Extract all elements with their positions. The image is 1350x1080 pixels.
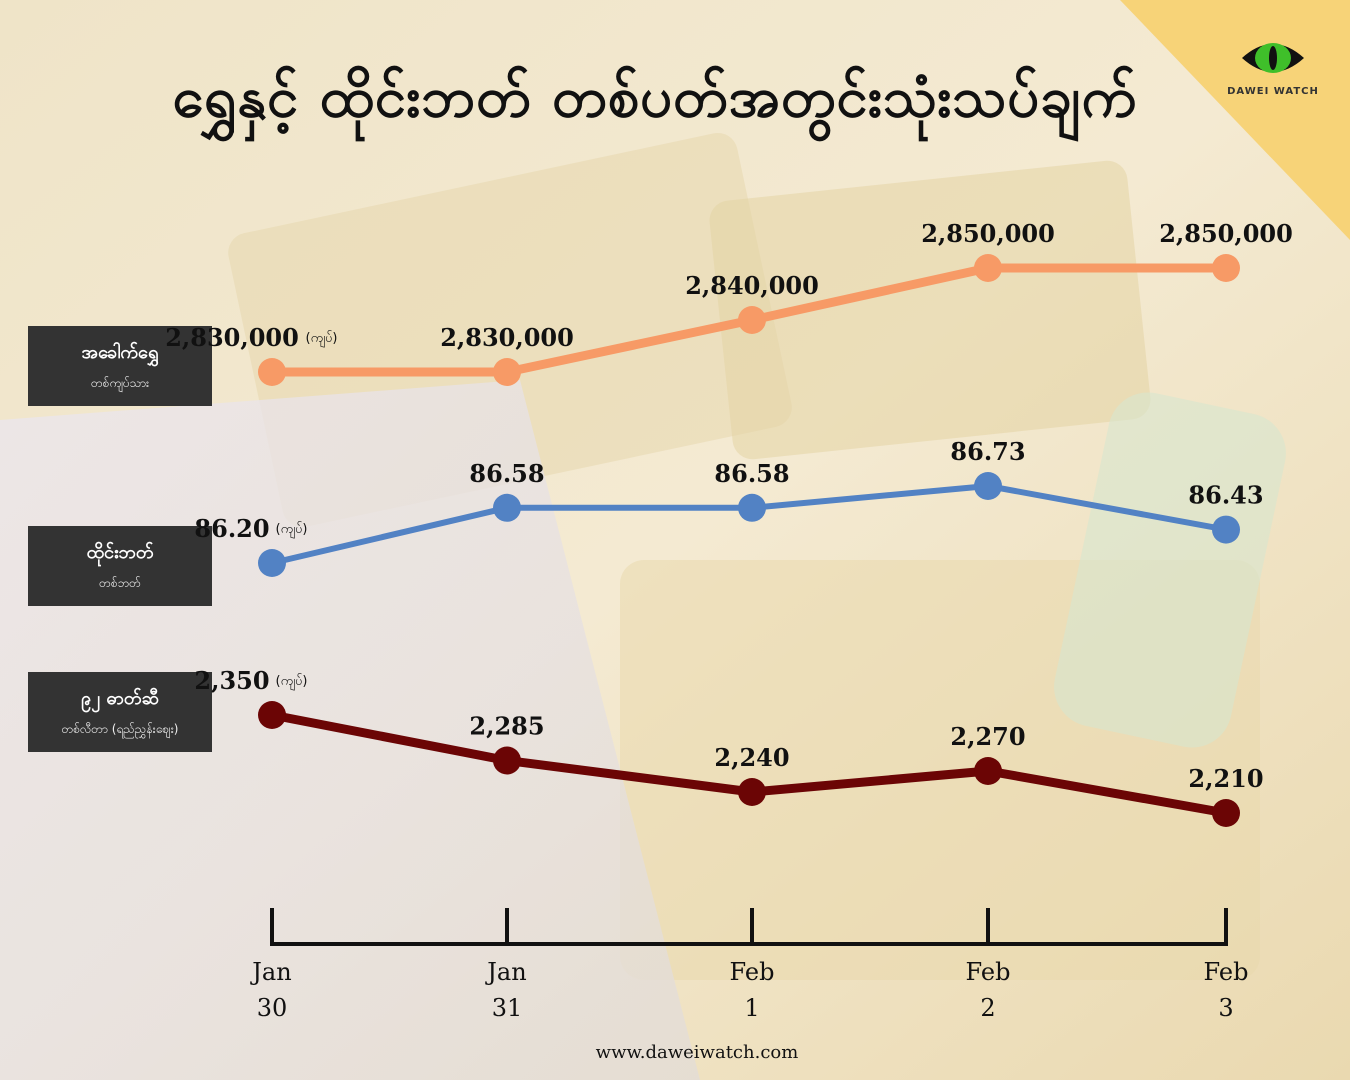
data-label-0-3: 2,850,000: [921, 219, 1055, 248]
series-sub-fuel: တစ်လီတာ (ရည်ညွှန်းဈေး): [61, 722, 179, 736]
data-point-1-2: [738, 493, 766, 522]
eye-icon: [1242, 43, 1304, 73]
data-label-2-4: 2,210: [1188, 764, 1263, 793]
data-point-0-4: [1212, 254, 1240, 282]
data-point-0-0: [258, 358, 286, 386]
data-point-2-2: [738, 778, 766, 806]
data-point-0-3: [974, 254, 1002, 282]
x-tick-label-day-1: 31: [492, 994, 523, 1022]
data-label-0-2: 2,840,000: [685, 271, 819, 300]
data-point-2-3: [974, 757, 1002, 785]
data-label-1-4: 86.43: [1188, 481, 1263, 510]
unit-label-0: (ကျပ်): [306, 330, 338, 348]
logo: DAWEI WATCH: [1218, 38, 1328, 97]
x-tick-label-day-3: 2: [980, 994, 995, 1022]
logo-text: DAWEI WATCH: [1227, 86, 1319, 97]
data-point-2-1: [493, 746, 521, 775]
series-label-fuel: ၉၂ ဓာတ်ဆီ တစ်လီတာ (ရည်ညွှန်းဈေး): [28, 672, 212, 752]
data-point-1-0: [258, 549, 286, 577]
data-point-1-4: [1212, 515, 1240, 544]
data-point-0-2: [738, 306, 766, 334]
x-tick-label-day-2: 1: [744, 994, 759, 1022]
series-name-gold: အခေါက်ရွှေ: [81, 342, 159, 363]
x-tick-label-month-2: Feb: [730, 958, 775, 986]
x-tick-label-month-1: Jan: [484, 958, 526, 986]
footer-url: www.daweiwatch.com: [595, 1042, 799, 1063]
series-label-gold: အခေါက်ရွှေ တစ်ကျပ်သား: [28, 326, 212, 406]
data-point-1-3: [974, 472, 1002, 500]
data-point-2-4: [1212, 799, 1240, 827]
page-title: ရွှေနှင့် ထိုင်းဘတ် တစ်ပတ်အတွင်းသုံးသပ်ခ…: [172, 65, 1138, 130]
data-label-2-1: 2,285: [469, 712, 544, 741]
data-point-1-1: [493, 493, 521, 522]
unit-label-2: (ကျပ်): [276, 673, 308, 691]
x-tick-label-month-4: Feb: [1204, 958, 1249, 986]
data-label-0-4: 2,850,000: [1159, 219, 1293, 248]
unit-label-1: (ကျပ်): [276, 521, 308, 539]
series-name-fuel: ၉၂ ဓာတ်ဆီ: [81, 688, 159, 709]
data-label-2-0: 2,350: [194, 666, 269, 695]
series-name-baht: ထိုင်းဘတ်: [86, 542, 154, 563]
x-tick-label-month-0: Jan: [249, 958, 291, 986]
data-label-2-2: 2,240: [714, 743, 789, 772]
series-sub-gold: တစ်ကျပ်သား: [90, 376, 150, 390]
series-label-baht: ထိုင်းဘတ် တစ်ဘတ်: [28, 526, 212, 606]
data-label-1-1: 86.58: [469, 459, 544, 488]
data-label-0-1: 2,830,000: [440, 323, 574, 352]
x-tick-label-day-4: 3: [1218, 994, 1233, 1022]
data-label-1-0: 86.20: [194, 514, 269, 543]
data-point-2-0: [258, 701, 286, 729]
x-tick-label-day-0: 30: [257, 994, 288, 1022]
x-tick-label-month-3: Feb: [966, 958, 1011, 986]
data-label-1-3: 86.73: [950, 437, 1025, 466]
data-label-1-2: 86.58: [714, 459, 789, 488]
data-point-0-1: [493, 358, 521, 386]
series-sub-baht: တစ်ဘတ်: [99, 576, 141, 590]
data-label-0-0: 2,830,000: [165, 323, 299, 352]
data-label-2-3: 2,270: [950, 722, 1025, 751]
